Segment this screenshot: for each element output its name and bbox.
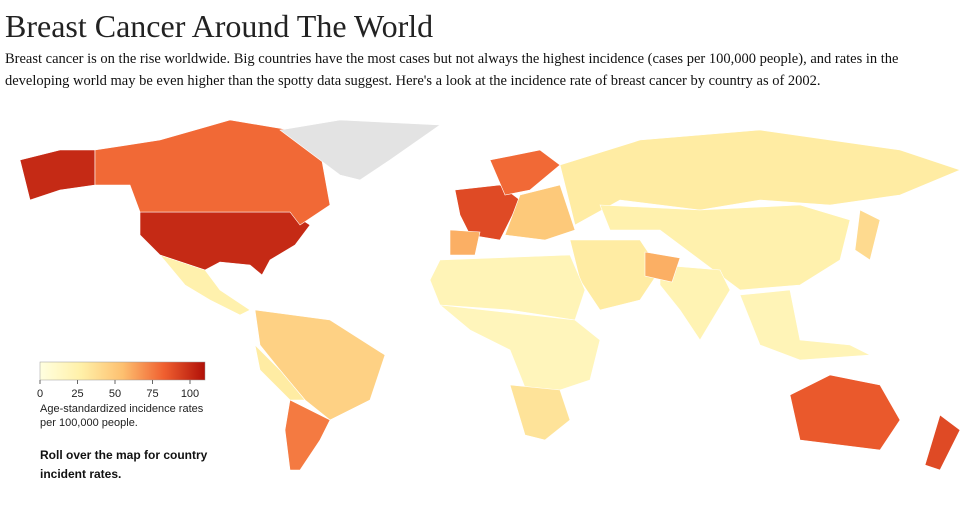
region[interactable] — [924, 414, 961, 471]
region[interactable] — [429, 254, 586, 321]
region[interactable] — [659, 264, 731, 341]
legend-bar — [39, 361, 206, 381]
region[interactable] — [449, 229, 481, 256]
region[interactable] — [509, 384, 571, 441]
description: Breast cancer is on the rise worldwide. … — [5, 51, 899, 89]
legend-caption: Age-standardized incidence rates per 100… — [40, 403, 204, 429]
region[interactable] — [854, 209, 881, 261]
region[interactable] — [454, 184, 521, 241]
region[interactable] — [739, 289, 872, 361]
legend-tick-label: 25 — [71, 388, 83, 400]
legend-tick-label: 75 — [146, 388, 158, 400]
region[interactable] — [284, 399, 331, 471]
region[interactable] — [504, 184, 576, 241]
region[interactable] — [159, 254, 251, 316]
instruction: Roll over the map for country incident r… — [40, 448, 208, 481]
region[interactable] — [19, 149, 96, 201]
region[interactable] — [254, 344, 306, 401]
title: Breast Cancer Around The World — [5, 8, 434, 44]
region[interactable] — [94, 119, 331, 226]
region[interactable] — [789, 374, 901, 451]
region[interactable] — [139, 211, 311, 276]
region[interactable] — [559, 129, 961, 226]
region[interactable] — [599, 204, 851, 291]
region[interactable] — [279, 119, 441, 181]
legend-tick-label: 0 — [37, 388, 43, 400]
legend-tick-label: 50 — [109, 388, 121, 400]
region[interactable] — [489, 149, 561, 196]
region[interactable] — [644, 251, 681, 283]
legend-tick-label: 100 — [181, 388, 199, 400]
